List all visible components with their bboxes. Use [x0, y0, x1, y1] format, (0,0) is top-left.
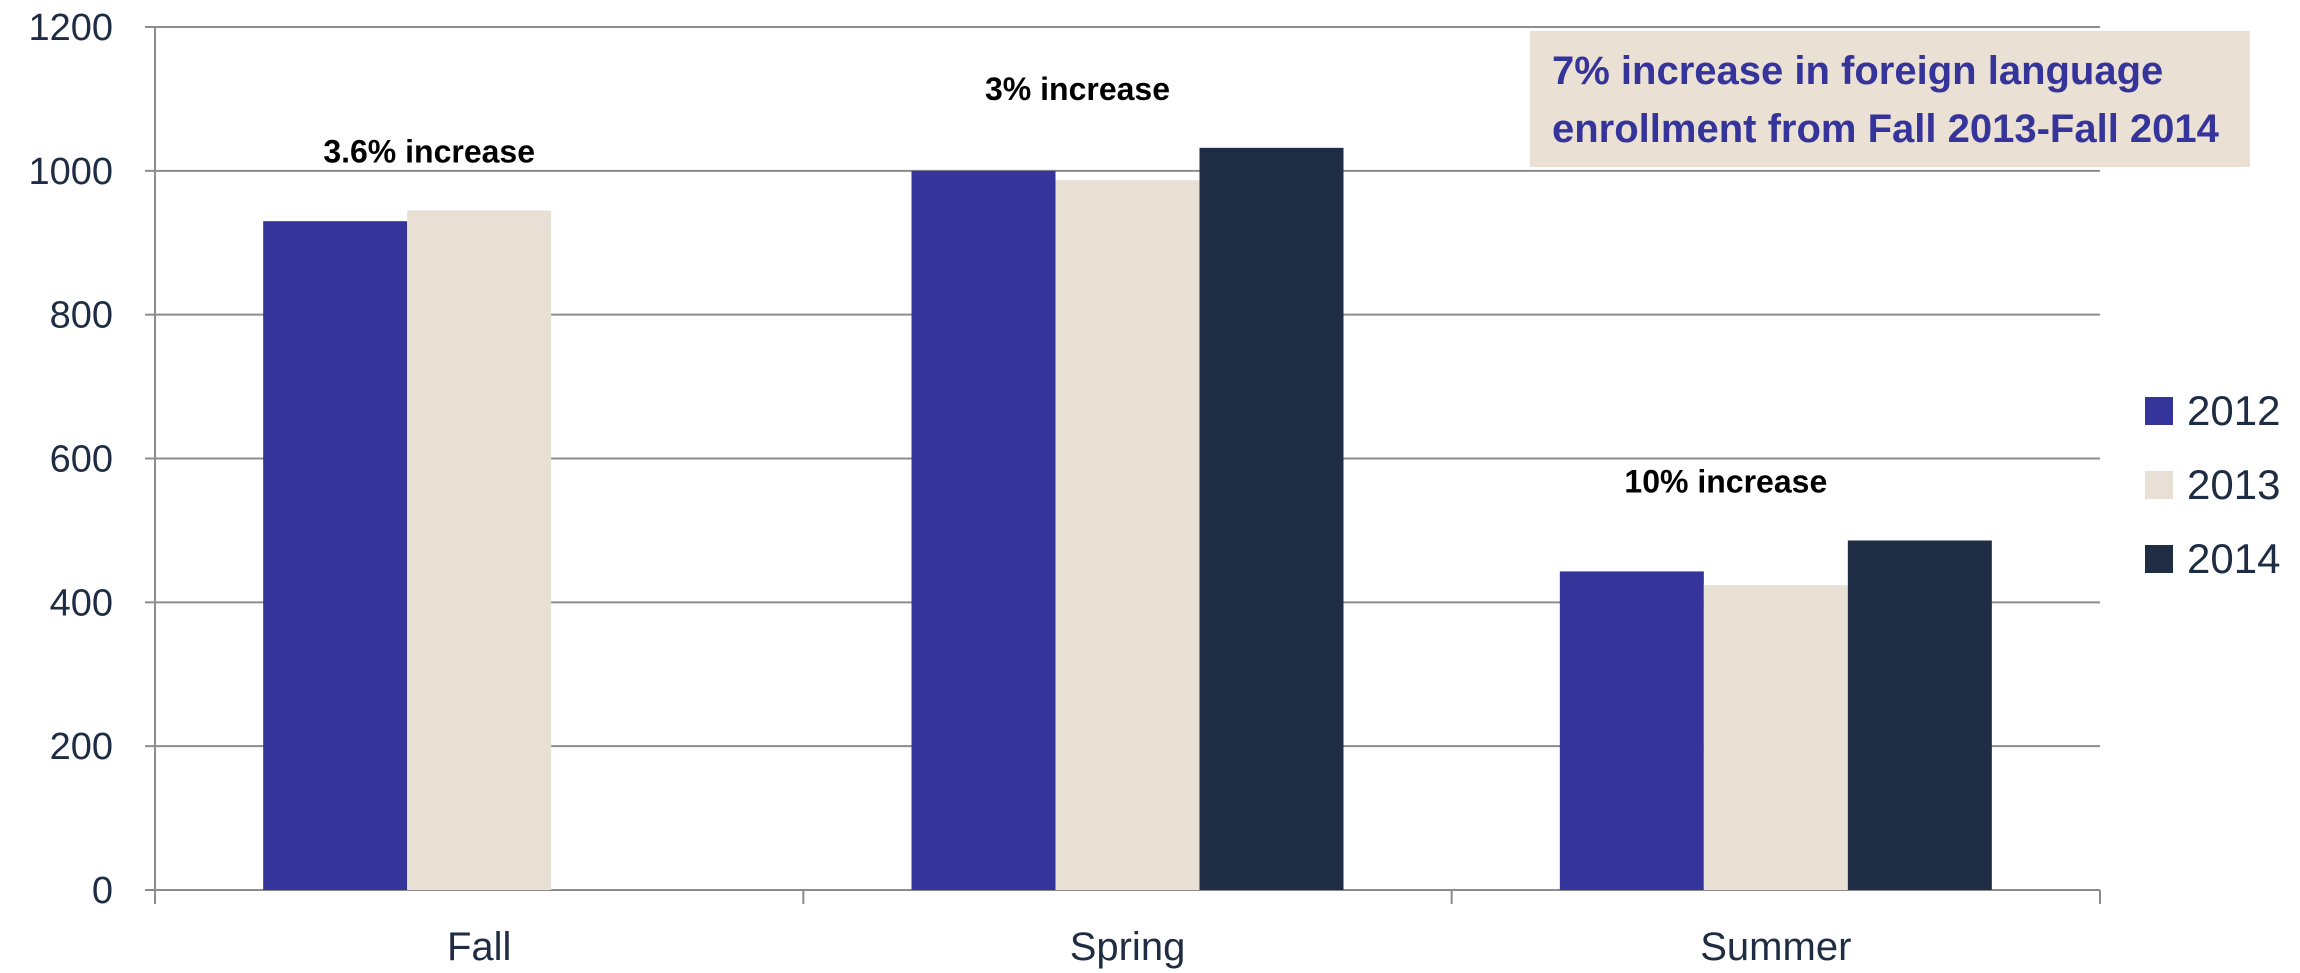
bar-annotations: 3.6% increase 3% increase 10% increase	[323, 71, 1827, 500]
legend: 2012 2013 2014	[2145, 387, 2280, 582]
callout-line-2: enrollment from Fall 2013-Fall 2014	[1552, 107, 2220, 151]
callout-line-1: 7% increase in foreign language	[1552, 49, 2163, 93]
bar-fall-2013	[407, 210, 552, 890]
y-tick-label: 200	[50, 726, 113, 768]
y-tick-label: 600	[50, 439, 113, 481]
x-category-label: Summer	[1700, 925, 1851, 969]
callout-box: 7% increase in foreign language enrollme…	[1530, 31, 2250, 167]
bar-summer-2013	[1703, 585, 1848, 890]
x-axis-category-labels: Fall Spring Summer	[447, 925, 1851, 969]
annotation-fall: 3.6% increase	[323, 133, 535, 169]
y-tick-label: 800	[50, 295, 113, 337]
bar-spring-2012	[911, 170, 1056, 891]
bar-spring-2014	[1199, 147, 1344, 890]
x-category-label: Fall	[447, 925, 511, 969]
legend-label-2012: 2012	[2187, 387, 2280, 434]
y-tick-label: 400	[50, 582, 113, 624]
y-tick-label: 1000	[28, 151, 113, 193]
legend-swatch-2013	[2145, 471, 2173, 499]
y-tick-label: 1200	[28, 7, 113, 49]
legend-swatch-2012	[2145, 397, 2173, 425]
callout-background	[1530, 31, 2250, 167]
bar-summer-2012	[1559, 571, 1704, 890]
y-tick-label: 0	[92, 870, 113, 912]
x-category-label: Spring	[1070, 925, 1186, 969]
bar-spring-2013	[1055, 180, 1200, 890]
annotation-summer: 10% increase	[1624, 463, 1827, 499]
y-axis-tick-labels: 0 200 400 600 800 1000 1200	[28, 7, 113, 912]
annotation-spring: 3% increase	[985, 71, 1170, 107]
bar-summer-2014	[1847, 540, 1992, 890]
legend-label-2014: 2014	[2187, 535, 2280, 582]
bar-fall-2012	[263, 221, 408, 891]
legend-swatch-2014	[2145, 545, 2173, 573]
legend-label-2013: 2013	[2187, 461, 2280, 508]
bars	[263, 147, 1992, 891]
